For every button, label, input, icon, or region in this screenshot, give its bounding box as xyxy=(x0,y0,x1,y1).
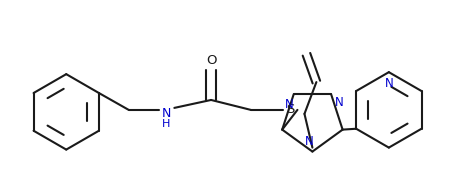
Text: N: N xyxy=(335,96,343,108)
Text: N: N xyxy=(384,77,393,89)
Text: H: H xyxy=(162,119,171,129)
Text: N: N xyxy=(162,107,171,120)
Text: N: N xyxy=(305,135,314,148)
Text: N: N xyxy=(284,98,293,111)
Text: O: O xyxy=(206,54,216,67)
Text: S: S xyxy=(286,103,295,116)
